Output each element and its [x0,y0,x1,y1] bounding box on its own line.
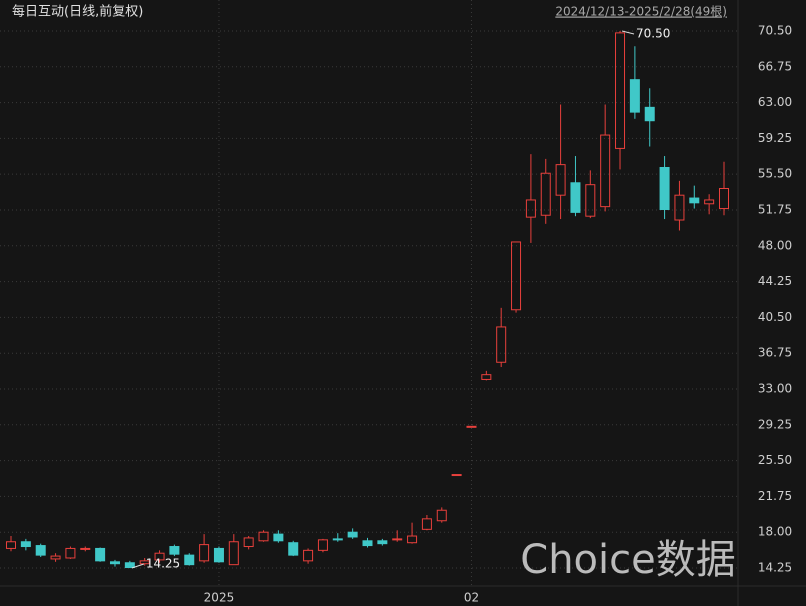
candle-body [347,531,358,538]
candle-body [35,545,46,556]
y-tick-label: 44.25 [758,274,792,288]
candle-body [243,537,254,548]
y-tick-label: 70.50 [758,23,792,37]
y-tick-label: 14.25 [758,561,792,575]
y-tick-label: 33.00 [758,381,792,395]
date-range[interactable]: 2024/12/13-2025/2/28(49根) [555,5,727,19]
candle-body [704,199,715,205]
candle-body [228,541,239,566]
y-tick-label: 48.00 [758,238,792,252]
y-tick-label: 36.75 [758,346,792,360]
y-tick-label: 63.00 [758,95,792,109]
y-tick-label: 55.50 [758,167,792,181]
candle-body [109,561,120,565]
candle-body [511,241,522,311]
candle-body [481,374,492,380]
candle-body [615,32,626,149]
x-tick-label: 02 [464,591,479,605]
candle-body [525,199,536,218]
y-tick-label: 40.50 [758,310,792,324]
candle-body [436,509,447,522]
candle-body [303,549,314,562]
candle-body [199,544,210,562]
candle-body [540,172,551,216]
y-tick-label: 59.25 [758,131,792,145]
candle-body [169,546,180,555]
candle-body [80,547,91,550]
candle-body [421,518,432,530]
candle-body [20,541,31,548]
x-tick-label: 2025 [204,591,235,605]
candle-body [629,79,640,113]
annotation-arrow [131,563,144,569]
candle-body [392,538,403,541]
candle-body [154,552,165,561]
candle-body [50,555,61,560]
candle-body [213,547,224,563]
y-tick-label: 66.75 [758,59,792,73]
y-tick-label: 25.50 [758,453,792,467]
candle-body [585,184,596,217]
candle-body [184,554,195,566]
candle-body [258,531,269,542]
candle-body [124,562,135,569]
watermark: Choice数据 [520,537,735,583]
candle-body [570,182,581,213]
candle-body [689,197,700,204]
candle-body [273,533,284,542]
candle-body [466,425,477,428]
candle-body [674,194,685,221]
candle-body [317,539,328,551]
candle-body [95,547,106,562]
annotation-arrow [621,30,635,35]
y-tick-label: 51.75 [758,202,792,216]
candle-body [377,540,388,545]
candle-body [555,164,566,196]
candle-body [719,188,729,210]
candle-body [139,560,150,565]
candle-body [65,547,76,559]
annotation: 70.50 [636,26,670,40]
annotation: 14.25 [146,557,180,571]
candle-body [496,326,507,363]
candle-body [644,106,655,122]
candle-body [332,538,343,541]
candle-body [362,540,373,547]
candle-body [600,134,611,208]
candle-body [659,166,670,211]
y-tick-label: 18.00 [758,525,792,539]
y-tick-label: 29.25 [758,417,792,431]
chart-title: 每日互动(日线,前复权) [12,4,143,20]
candle-body [288,542,299,556]
y-tick-label: 21.75 [758,489,792,503]
candle-body [407,535,418,544]
candle-body [6,541,16,549]
candle-body [451,474,462,477]
